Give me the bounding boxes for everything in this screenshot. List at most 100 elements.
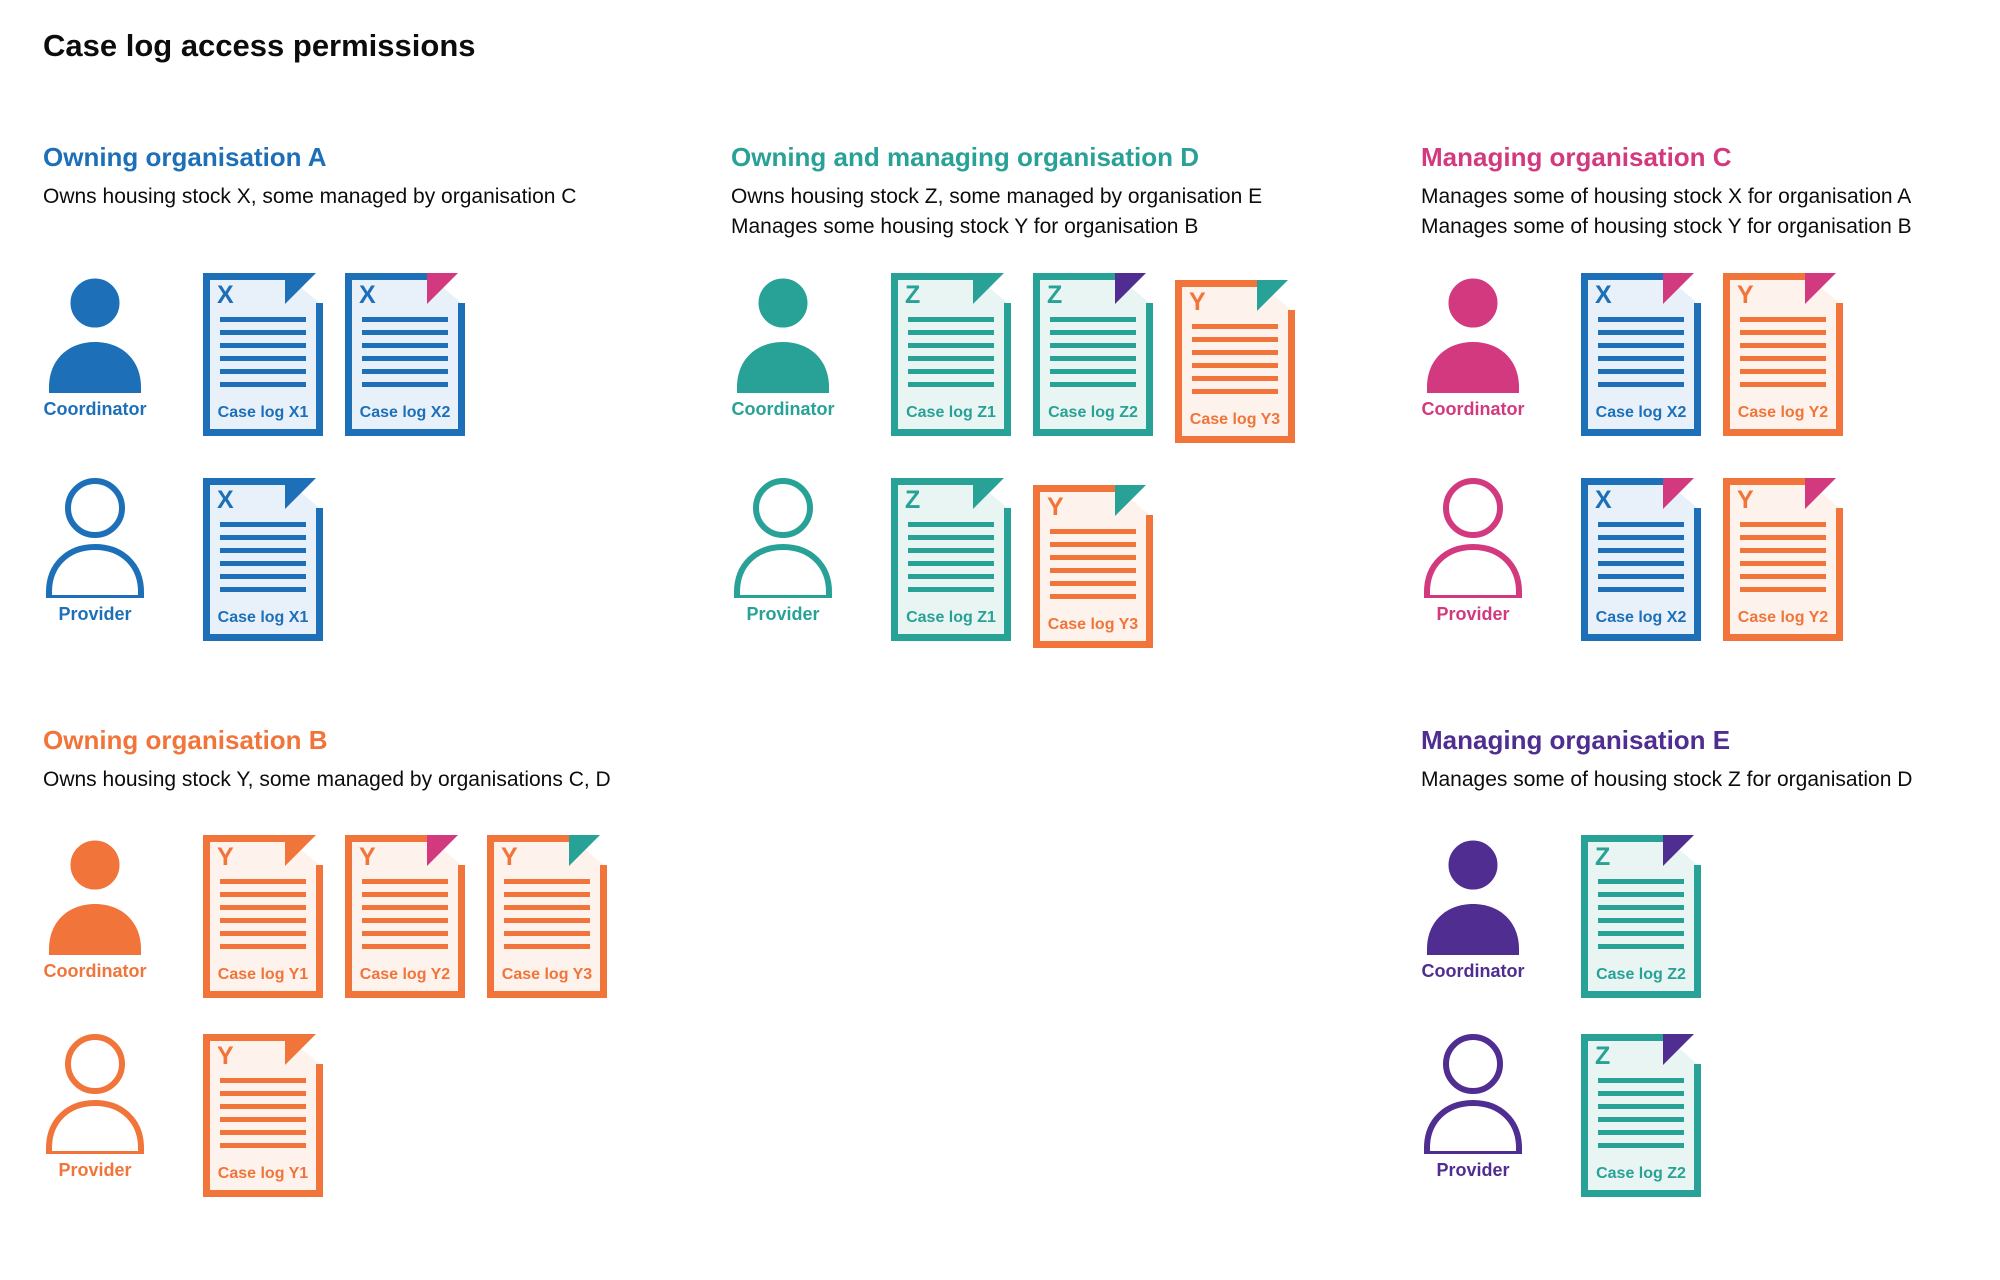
document-page-icon — [1033, 273, 1153, 436]
doc-label: Case log Z2 — [1596, 1165, 1686, 1182]
person-filled-icon — [1427, 835, 1519, 955]
doc-letter: Z — [905, 281, 921, 309]
document-page-icon — [1033, 485, 1153, 648]
case-log-doc: Z Case log Z2 — [1581, 1034, 1701, 1197]
doc-letter: Z — [1047, 281, 1063, 309]
doc-label: Case log Z1 — [906, 609, 996, 626]
doc-label: Case log X2 — [1595, 404, 1687, 421]
role-label: Coordinator — [731, 399, 835, 419]
role-label: Coordinator — [1421, 399, 1525, 419]
document-page-icon — [487, 835, 607, 998]
doc-letter: Y — [359, 843, 376, 871]
case-log-doc: Z Case log Z1 — [891, 273, 1011, 436]
coordinator-person: Coordinator — [1421, 835, 1525, 982]
doc-letter: X — [217, 486, 234, 514]
folded-corner-icon — [973, 478, 1004, 509]
section-org-d: Owning and managing organisation D Owns h… — [731, 140, 1371, 648]
doc-letter: X — [217, 281, 234, 309]
section-heading: Managing organisation C — [1421, 142, 1732, 172]
folded-corner-icon — [1805, 273, 1836, 304]
folded-corner-icon — [1115, 273, 1146, 304]
doc-label: Case log X1 — [217, 404, 309, 421]
folded-corner-icon — [285, 835, 316, 866]
section-description-line: Owns housing stock Z, some managed by or… — [731, 185, 1263, 208]
provider-row: Provider X Case log X1 — [43, 478, 683, 641]
doc-letter: Y — [217, 1042, 234, 1070]
provider-person: Provider — [1421, 478, 1525, 625]
doc-letter: Z — [1595, 843, 1611, 871]
doc-letter: Y — [501, 843, 518, 871]
document-page-icon — [203, 273, 323, 436]
folded-corner-icon — [285, 1034, 316, 1065]
person-filled-icon — [49, 273, 141, 393]
folded-corner-icon — [973, 273, 1004, 304]
section-description-line: Manages some housing stock Y for organis… — [731, 215, 1199, 238]
role-label: Coordinator — [1421, 961, 1525, 981]
case-log-doc: X Case log X1 — [203, 273, 323, 436]
section-description-line: Manages some of housing stock Z for orga… — [1421, 768, 1913, 791]
case-log-doc: Z Case log Z1 — [891, 478, 1011, 641]
doc-letter: Y — [217, 843, 234, 871]
person-outline-icon — [1424, 478, 1522, 598]
coordinator-row: Coordinator X Case log X2 Y Case log Y2 — [1421, 273, 1996, 436]
section-description-line: Manages some of housing stock X for orga… — [1421, 185, 1912, 208]
section-description: Owns housing stock X, some managed by or… — [43, 182, 683, 246]
coordinator-person: Coordinator — [1421, 273, 1525, 420]
person-filled-icon — [737, 273, 829, 393]
person-outline-icon — [46, 1034, 144, 1154]
doc-letter: Y — [1047, 493, 1064, 521]
role-label: Provider — [1436, 1160, 1510, 1180]
case-log-doc: Y Case log Y1 — [203, 835, 323, 998]
person-outline-icon — [1424, 1034, 1522, 1154]
role-label: Coordinator — [43, 399, 147, 419]
doc-label: Case log Y2 — [359, 966, 451, 983]
section-description-line: Manages some of housing stock Y for orga… — [1421, 215, 1912, 238]
folded-corner-icon — [1663, 273, 1694, 304]
case-log-doc: X Case log X1 — [203, 478, 323, 641]
section-heading: Managing organisation E — [1421, 725, 1731, 755]
doc-label: Case log Y2 — [1737, 404, 1829, 421]
doc-label: Case log Y3 — [501, 966, 593, 983]
case-log-doc: Y Case log Y3 — [1175, 280, 1295, 443]
doc-label: Case log X2 — [359, 404, 451, 421]
document-page-icon — [891, 273, 1011, 436]
section-org-a: Owning organisation A Owns housing stock … — [43, 140, 683, 641]
document-page-icon — [1581, 1034, 1701, 1197]
doc-label: Case log Y1 — [217, 966, 309, 983]
folded-corner-icon — [1257, 280, 1288, 311]
person-outline-icon — [734, 478, 832, 598]
doc-letter: X — [1595, 486, 1612, 514]
case-log-doc: Y Case log Y2 — [1723, 478, 1843, 641]
folded-corner-icon — [1663, 1034, 1694, 1065]
section-org-e: Managing organisation E Manages some of h… — [1421, 723, 1996, 1197]
doc-label: Case log X2 — [1595, 609, 1687, 626]
document-page-icon — [891, 478, 1011, 641]
doc-letter: Z — [1595, 1042, 1611, 1070]
section-description: Manages some of housing stock Z for orga… — [1421, 765, 1996, 829]
case-log-doc: X Case log X2 — [1581, 478, 1701, 641]
page-title: Case log access permissions — [43, 28, 476, 63]
provider-person: Provider — [1421, 1034, 1525, 1181]
section-org-c: Managing organisation C Manages some of h… — [1421, 140, 1996, 641]
role-label: Provider — [746, 604, 820, 624]
folded-corner-icon — [1663, 478, 1694, 509]
folded-corner-icon — [1663, 835, 1694, 866]
folded-corner-icon — [1115, 485, 1146, 516]
provider-row: Provider Z Case log Z2 — [1421, 1034, 1996, 1197]
doc-label: Case log Y2 — [1737, 609, 1829, 626]
section-description: Owns housing stock Y, some managed by or… — [43, 765, 683, 829]
document-page-icon — [203, 478, 323, 641]
case-log-doc: Z Case log Z2 — [1581, 835, 1701, 998]
document-page-icon — [1581, 835, 1701, 998]
provider-row: Provider Z Case log Z1 Y Case log Y3 — [731, 478, 1371, 648]
section-heading: Owning organisation B — [43, 725, 328, 755]
section-heading: Owning organisation A — [43, 142, 327, 172]
document-page-icon — [1723, 273, 1843, 436]
coordinator-row: Coordinator X Case log X1 X Case log X2 — [43, 273, 683, 436]
case-log-doc: Y Case log Y2 — [345, 835, 465, 998]
document-page-icon — [345, 835, 465, 998]
document-page-icon — [1723, 478, 1843, 641]
doc-label: Case log X1 — [217, 609, 309, 626]
doc-label: Case log Y3 — [1047, 616, 1139, 633]
folded-corner-icon — [1805, 478, 1836, 509]
